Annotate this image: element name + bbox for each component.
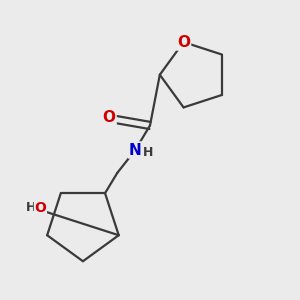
Text: H: H — [142, 146, 153, 159]
Text: N: N — [129, 142, 142, 158]
Text: O: O — [177, 34, 190, 50]
Text: H: H — [26, 201, 36, 214]
Text: O: O — [103, 110, 116, 125]
Text: O: O — [34, 201, 46, 215]
